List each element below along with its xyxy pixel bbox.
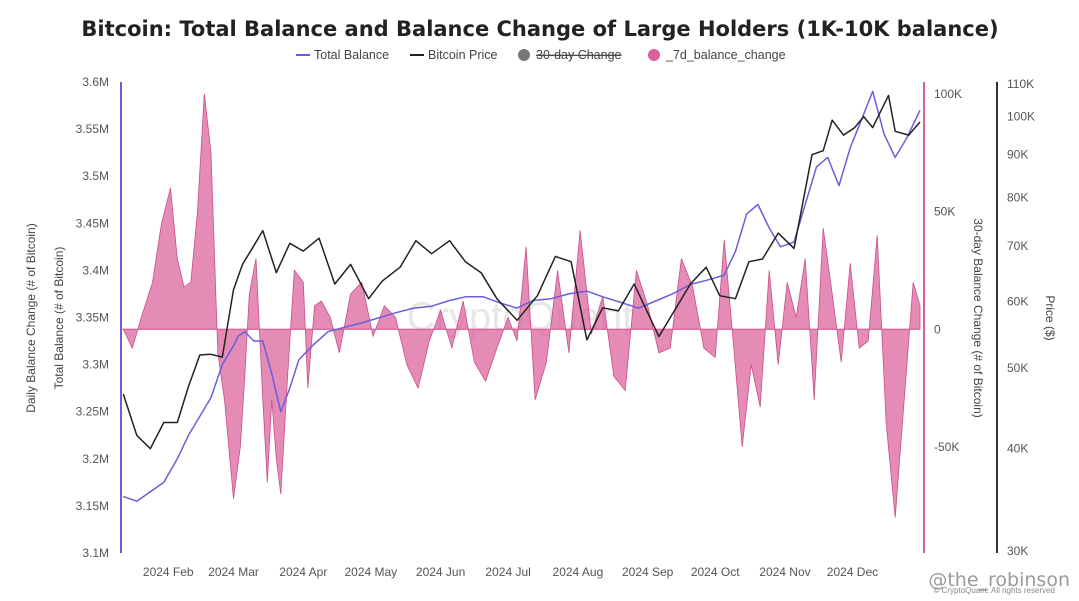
left-tick-label: 3.3M bbox=[82, 358, 109, 372]
legend-label: 30-day Change bbox=[536, 48, 622, 62]
legend-item[interactable]: 30-day Change bbox=[518, 48, 622, 62]
left-tick-label: 3.35M bbox=[76, 311, 109, 325]
chart-title: Bitcoin: Total Balance and Balance Chang… bbox=[81, 17, 998, 41]
x-tick-label: 2024 May bbox=[344, 565, 397, 579]
left-tick-label: 3.4M bbox=[82, 263, 109, 277]
legend-swatch bbox=[648, 49, 660, 61]
x-tick-label: 2024 Jun bbox=[416, 565, 465, 579]
legend[interactable]: Total Balance Bitcoin Price 30-day Change _… bbox=[296, 48, 786, 62]
price-tick-label: 70K bbox=[1007, 239, 1028, 253]
price-tick-label: 30K bbox=[1007, 544, 1028, 558]
price-tick-label: 80K bbox=[1007, 190, 1028, 204]
price-tick-label: 40K bbox=[1007, 442, 1028, 456]
price-axis-ticks: 110K 100K 90K 80K 70K 60K 50K 40K 30K bbox=[1007, 77, 1035, 558]
legend-label: _7d_balance_change bbox=[665, 48, 786, 62]
change-tick-label: 50K bbox=[934, 205, 955, 219]
left-axis-title-daily: Daily Balance Change (# of Bitcoin) bbox=[24, 223, 38, 412]
x-tick-label: 2024 Feb bbox=[143, 565, 194, 579]
left-tick-label: 3.5M bbox=[82, 169, 109, 183]
x-tick-label: 2024 Dec bbox=[827, 565, 878, 579]
price-tick-label: 50K bbox=[1007, 361, 1028, 375]
left-axis-ticks: 3.1M 3.15M 3.2M 3.25M 3.3M 3.35M 3.4M 3.45M 3.5M… bbox=[76, 75, 109, 560]
x-tick-label: 2024 Apr bbox=[279, 565, 327, 579]
legend-label: Total Balance bbox=[314, 48, 389, 62]
x-tick-label: 2024 Jul bbox=[485, 565, 530, 579]
left-tick-label: 3.55M bbox=[76, 122, 109, 136]
copyright-text: © CryptoQuant. All rights reserved bbox=[934, 586, 1056, 595]
price-axis-title: Price ($) bbox=[1043, 295, 1057, 340]
left-tick-label: 3.15M bbox=[76, 499, 109, 513]
legend-label: Bitcoin Price bbox=[428, 48, 498, 62]
x-axis-ticks: 2024 Feb 2024 Mar 2024 Apr 2024 May 2024 Jun… bbox=[143, 565, 878, 579]
x-tick-label: 2024 Sep bbox=[622, 565, 674, 579]
legend-item[interactable]: Bitcoin Price bbox=[410, 48, 498, 62]
x-tick-label: 2024 Nov bbox=[759, 565, 810, 579]
change-tick-label: 0 bbox=[934, 322, 941, 336]
series-total-balance-line bbox=[123, 90, 921, 502]
watermark-credit: @the_robinson bbox=[928, 569, 1070, 591]
legend-item[interactable]: _7d_balance_change bbox=[648, 48, 786, 62]
price-tick-label: 100K bbox=[1007, 110, 1035, 124]
left-tick-label: 3.45M bbox=[76, 216, 109, 230]
price-tick-label: 90K bbox=[1007, 148, 1028, 162]
left-axis-title-total: Total Balance (# of Bitcoin) bbox=[52, 247, 66, 390]
legend-swatch bbox=[518, 49, 530, 61]
x-tick-label: 2024 Mar bbox=[208, 565, 259, 579]
left-tick-label: 3.25M bbox=[76, 405, 109, 419]
x-tick-label: 2024 Oct bbox=[691, 565, 740, 579]
plot-area bbox=[121, 90, 921, 518]
price-tick-label: 110K bbox=[1007, 77, 1034, 91]
legend-item[interactable]: Total Balance bbox=[296, 48, 389, 62]
left-tick-label: 3.2M bbox=[82, 452, 109, 466]
change-axis-title: 30-day Balance Change (# of Bitcoin) bbox=[971, 218, 985, 417]
left-tick-label: 3.1M bbox=[82, 546, 109, 560]
left-tick-label: 3.6M bbox=[82, 75, 109, 89]
price-tick-label: 60K bbox=[1007, 295, 1028, 309]
change-tick-label: -50K bbox=[934, 440, 959, 454]
series-bitcoin-price-line bbox=[122, 94, 921, 450]
change-axis-ticks: 100K 50K 0 -50K bbox=[934, 87, 962, 454]
x-tick-label: 2024 Aug bbox=[553, 565, 604, 579]
change-tick-label: 100K bbox=[934, 87, 962, 101]
